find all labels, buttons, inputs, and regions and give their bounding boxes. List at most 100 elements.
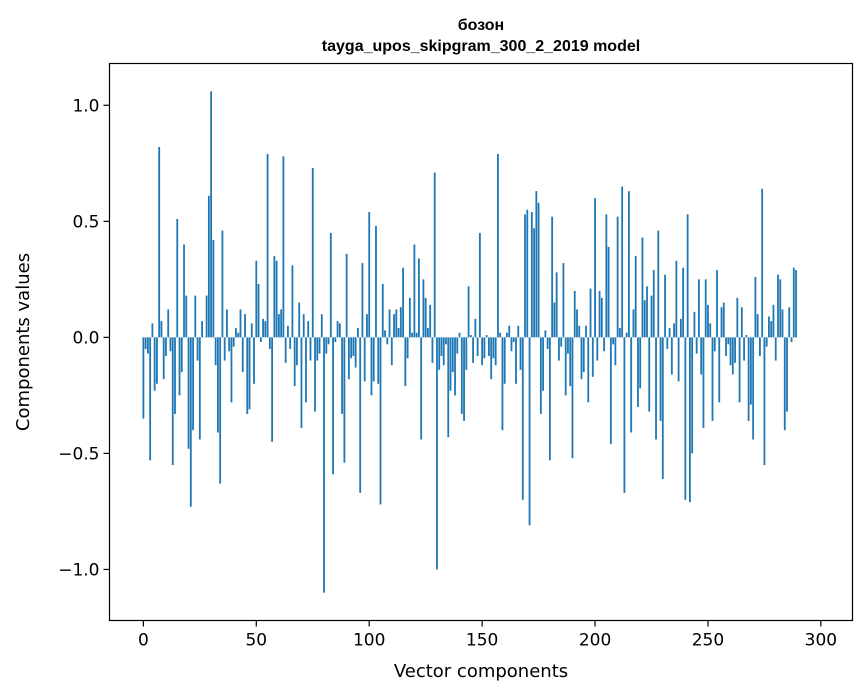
bar-28 — [205, 295, 208, 338]
bar-25 — [198, 337, 201, 440]
bar-99 — [366, 314, 368, 338]
bar-141 — [460, 337, 463, 414]
bar-172 — [530, 212, 533, 338]
bar-207 — [609, 337, 612, 445]
bar-152 — [485, 335, 488, 338]
bar-144 — [467, 286, 470, 338]
bar-59 — [275, 260, 278, 338]
bar-38 — [228, 337, 231, 352]
bar-188 — [567, 337, 569, 354]
bar-153 — [488, 337, 490, 356]
bar-143 — [465, 337, 468, 370]
bar-196 — [585, 325, 587, 338]
bar-242 — [688, 337, 691, 503]
bar-250 — [707, 304, 709, 338]
x-tick-label: 200 — [579, 631, 611, 651]
bar-85 — [334, 337, 337, 342]
bar-52 — [259, 337, 262, 342]
bar-235 — [673, 323, 675, 338]
bar-89 — [343, 337, 346, 463]
bar-197 — [587, 337, 590, 403]
bar-177 — [542, 337, 545, 391]
bar-268 — [747, 337, 750, 421]
bar-222 — [643, 300, 646, 338]
bar-119 — [411, 332, 414, 338]
bar-218 — [634, 256, 637, 338]
bar-124 — [422, 279, 425, 338]
bar-171 — [528, 337, 531, 526]
bar-219 — [637, 337, 639, 407]
bar-203 — [600, 297, 603, 338]
bar-130 — [436, 337, 438, 570]
bar-138 — [454, 337, 456, 396]
bar-220 — [639, 337, 642, 389]
bar-205 — [605, 214, 608, 338]
bar-44 — [241, 337, 244, 373]
bar-256 — [720, 307, 723, 338]
x-tick-label: 100 — [353, 631, 385, 651]
bar-284 — [783, 337, 786, 431]
bar-55 — [266, 154, 269, 338]
bar-175 — [537, 202, 540, 338]
bar-162 — [508, 325, 511, 338]
bar-32 — [214, 337, 217, 366]
bar-193 — [578, 325, 581, 338]
bar-97 — [361, 263, 364, 338]
bar-56 — [268, 337, 271, 349]
bar-208 — [612, 337, 615, 345]
bar-173 — [533, 228, 535, 338]
y-axis-ticks: −1.0 −0.5 0.0 0.5 1.0 — [58, 96, 110, 580]
bar-73 — [307, 321, 310, 338]
bar-49 — [253, 337, 255, 384]
bar-93 — [352, 337, 355, 356]
bar-100 — [368, 212, 371, 338]
bar-41 — [235, 328, 237, 338]
bar-20 — [187, 337, 190, 449]
bar-46 — [246, 337, 249, 414]
bar-150 — [481, 337, 484, 366]
bar-77 — [316, 337, 319, 361]
bar-39 — [230, 337, 233, 403]
bar-233 — [668, 328, 671, 338]
bar-57 — [271, 337, 274, 442]
bar-8 — [160, 321, 163, 338]
bar-164 — [512, 337, 515, 342]
bar-169 — [524, 214, 526, 338]
bar-113 — [397, 328, 400, 338]
chart-title: бозон — [458, 17, 504, 34]
bar-104 — [377, 337, 380, 384]
bar-245 — [695, 337, 698, 354]
bar-96 — [359, 337, 362, 493]
bar-110 — [390, 337, 393, 366]
y-tick-label: 0.0 — [72, 328, 99, 348]
bar-139 — [456, 337, 459, 354]
bar-238 — [679, 318, 682, 338]
bar-253 — [713, 337, 716, 352]
bar-146 — [472, 337, 474, 363]
bar-63 — [284, 337, 287, 363]
bar-61 — [280, 309, 283, 338]
bar-225 — [650, 295, 653, 338]
bar-189 — [569, 337, 572, 387]
bar-88 — [341, 337, 344, 414]
bar-121 — [415, 332, 418, 338]
bar-81 — [325, 337, 328, 354]
bar-127 — [429, 304, 432, 338]
bar-275 — [763, 337, 766, 466]
bar-185 — [560, 337, 563, 347]
bar-157 — [497, 154, 499, 338]
bar-270 — [752, 337, 755, 440]
bar-262 — [734, 337, 736, 363]
bar-252 — [711, 337, 714, 421]
bar-136 — [449, 337, 452, 391]
bar-45 — [244, 314, 246, 338]
bar-37 — [226, 309, 228, 338]
bar-156 — [494, 337, 497, 366]
bar-151 — [483, 337, 486, 359]
bar-62 — [282, 156, 285, 338]
x-tick-label: 150 — [466, 631, 498, 651]
bar-221 — [641, 237, 644, 338]
bar-217 — [632, 309, 635, 338]
bar-158 — [499, 332, 502, 338]
bar-190 — [571, 337, 574, 459]
